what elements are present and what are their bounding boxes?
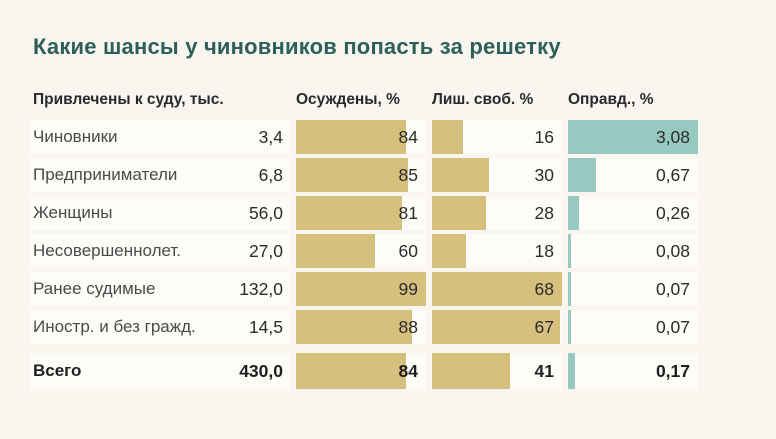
- acquitted-cell: 0,17: [568, 353, 698, 389]
- label-cell: Несовершеннолет. 27,0: [30, 234, 290, 268]
- acquitted-cell: 0,67: [568, 158, 698, 192]
- brought-value: 6,8: [258, 164, 283, 185]
- column-header-convicted: Осуждены, %: [296, 91, 400, 108]
- convicted-cell: 85: [296, 158, 426, 192]
- label-cell: Чиновники 3,4: [30, 120, 290, 154]
- table-row: Предприниматели 6,8 85 30 0,67: [30, 158, 698, 192]
- acquitted-value: 0,67: [655, 165, 690, 185]
- imprisoned-value: 18: [534, 241, 554, 261]
- row-label: Ранее судимые: [33, 279, 156, 298]
- row-label: Предприниматели: [33, 165, 178, 184]
- row-label: Женщины: [33, 203, 113, 222]
- acquitted-cell: 0,07: [568, 310, 698, 344]
- convicted-bar: [296, 234, 375, 268]
- imprisoned-bar: [432, 158, 490, 192]
- convicted-bar: [296, 158, 408, 192]
- label-cell: Женщины 56,0: [30, 196, 290, 230]
- convicted-cell: 84: [296, 120, 426, 154]
- label-cell: Всего 430,0: [30, 353, 290, 389]
- acquitted-value: 3,08: [655, 127, 690, 147]
- imprisoned-cell: 67: [432, 310, 562, 344]
- imprisoned-cell: 30: [432, 158, 562, 192]
- convicted-value: 84: [398, 127, 418, 147]
- table-row: Иностр. и без гражд. 14,5 88 67 0,07: [30, 310, 698, 344]
- acquitted-value: 0,07: [655, 317, 690, 337]
- convicted-value: 84: [398, 361, 418, 381]
- convicted-bar: [296, 272, 426, 306]
- acquitted-bar: [568, 234, 572, 268]
- brought-value: 430,0: [239, 360, 283, 381]
- acquitted-cell: 0,26: [568, 196, 698, 230]
- column-header-brought: Привлечены к суду, тыс.: [33, 91, 224, 108]
- convicted-bar: [296, 310, 412, 344]
- column-header-imprisoned: Лиш. своб. %: [432, 91, 534, 108]
- convicted-cell: 60: [296, 234, 426, 268]
- table-row: Ранее судимые 132,0 99 68 0,07: [30, 272, 698, 306]
- table-header-row: Привлечены к суду, тыс. Осуждены, % Лиш.…: [30, 91, 698, 109]
- table-row-total: Всего 430,0 84 41 0,17: [30, 353, 698, 389]
- stats-table: Привлечены к суду, тыс. Осуждены, % Лиш.…: [30, 91, 698, 393]
- convicted-value: 99: [398, 279, 418, 299]
- imprisoned-value: 67: [534, 317, 554, 337]
- brought-value: 56,0: [248, 202, 283, 223]
- imprisoned-value: 28: [534, 203, 554, 223]
- table-row: Чиновники 3,4 84 16 3,08: [30, 120, 698, 154]
- acquitted-value: 0,17: [655, 361, 690, 381]
- acquitted-bar: [568, 272, 571, 306]
- imprisoned-cell: 16: [432, 120, 562, 154]
- imprisoned-bar: [432, 272, 562, 306]
- convicted-value: 85: [398, 165, 418, 185]
- imprisoned-cell: 68: [432, 272, 562, 306]
- acquitted-bar: [568, 158, 597, 192]
- convicted-cell: 81: [296, 196, 426, 230]
- column-header-acquitted: Оправд., %: [568, 91, 654, 108]
- convicted-value: 81: [398, 203, 418, 223]
- acquitted-bar: [568, 120, 698, 154]
- acquitted-cell: 0,07: [568, 272, 698, 306]
- brought-value: 14,5: [248, 316, 283, 337]
- imprisoned-cell: 41: [432, 353, 562, 389]
- imprisoned-bar: [432, 310, 561, 344]
- convicted-bar: [296, 353, 407, 389]
- acquitted-cell: 3,08: [568, 120, 698, 154]
- convicted-cell: 84: [296, 353, 426, 389]
- acquitted-bar: [568, 353, 576, 389]
- brought-value: 132,0: [239, 278, 283, 299]
- convicted-cell: 88: [296, 310, 426, 344]
- imprisoned-bar: [432, 120, 463, 154]
- row-label: Чиновники: [33, 127, 118, 146]
- acquitted-cell: 0,08: [568, 234, 698, 268]
- brought-value: 3,4: [258, 126, 283, 147]
- convicted-cell: 99: [296, 272, 426, 306]
- imprisoned-value: 16: [534, 127, 554, 147]
- label-cell: Ранее судимые 132,0: [30, 272, 290, 306]
- brought-value: 27,0: [248, 240, 283, 261]
- table-row: Женщины 56,0 81 28 0,26: [30, 196, 698, 230]
- imprisoned-bar: [432, 196, 486, 230]
- convicted-bar: [296, 196, 403, 230]
- convicted-value: 60: [398, 241, 418, 261]
- acquitted-bar: [568, 196, 579, 230]
- convicted-value: 88: [398, 317, 418, 337]
- table-row: Несовершеннолет. 27,0 60 18 0,08: [30, 234, 698, 268]
- label-cell: Иностр. и без гражд. 14,5: [30, 310, 290, 344]
- acquitted-value: 0,26: [655, 203, 690, 223]
- imprisoned-value: 41: [534, 361, 554, 381]
- row-label: Иностр. и без гражд.: [33, 317, 196, 336]
- imprisoned-bar: [432, 353, 511, 389]
- convicted-bar: [296, 120, 407, 154]
- imprisoned-bar: [432, 234, 467, 268]
- row-label: Всего: [33, 361, 82, 380]
- imprisoned-value: 30: [534, 165, 554, 185]
- acquitted-value: 0,07: [655, 279, 690, 299]
- imprisoned-cell: 18: [432, 234, 562, 268]
- page-title: Какие шансы у чиновников попасть за реше…: [33, 34, 561, 59]
- imprisoned-cell: 28: [432, 196, 562, 230]
- row-label: Несовершеннолет.: [33, 241, 182, 260]
- imprisoned-value: 68: [534, 279, 554, 299]
- acquitted-value: 0,08: [655, 241, 690, 261]
- acquitted-bar: [568, 310, 571, 344]
- label-cell: Предприниматели 6,8: [30, 158, 290, 192]
